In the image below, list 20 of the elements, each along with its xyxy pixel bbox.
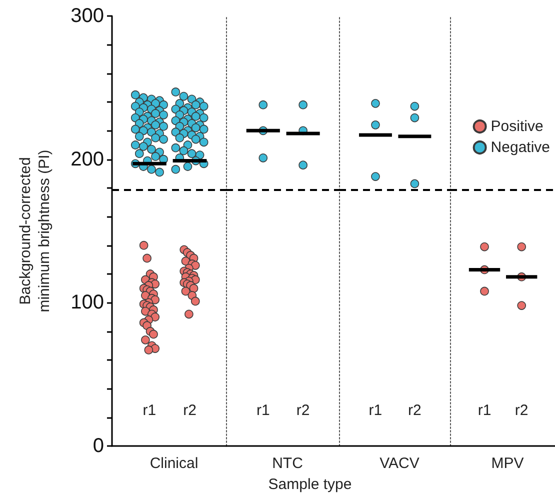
text: MPV xyxy=(491,455,524,472)
legend-label: Positive xyxy=(490,118,544,135)
x-tick-label: r2 xyxy=(296,402,310,419)
text: NTC xyxy=(272,455,304,472)
x-tick-label: r1 xyxy=(142,402,156,419)
x-tick-label: r2 xyxy=(408,402,422,419)
y-tick-label: 0 xyxy=(92,435,104,457)
x-tick-label: r2 xyxy=(183,402,196,419)
text: Clinical xyxy=(150,455,198,472)
x-tick-label: r1 xyxy=(478,402,492,419)
text: VACV xyxy=(380,455,420,472)
y-tick-label: 200 xyxy=(70,148,104,170)
x-tick-label: r1 xyxy=(256,402,270,419)
x-tick-label: r1 xyxy=(368,402,382,419)
y-tick-label: 300 xyxy=(70,5,104,27)
x-axis-title: Sample type xyxy=(268,476,352,493)
y-tick-label: 100 xyxy=(70,292,104,314)
y-axis-title: Background-corrected minimum brightness (PI) xyxy=(17,150,53,312)
legend-label: Negative xyxy=(490,139,550,156)
x-tick-label: r2 xyxy=(514,402,528,419)
